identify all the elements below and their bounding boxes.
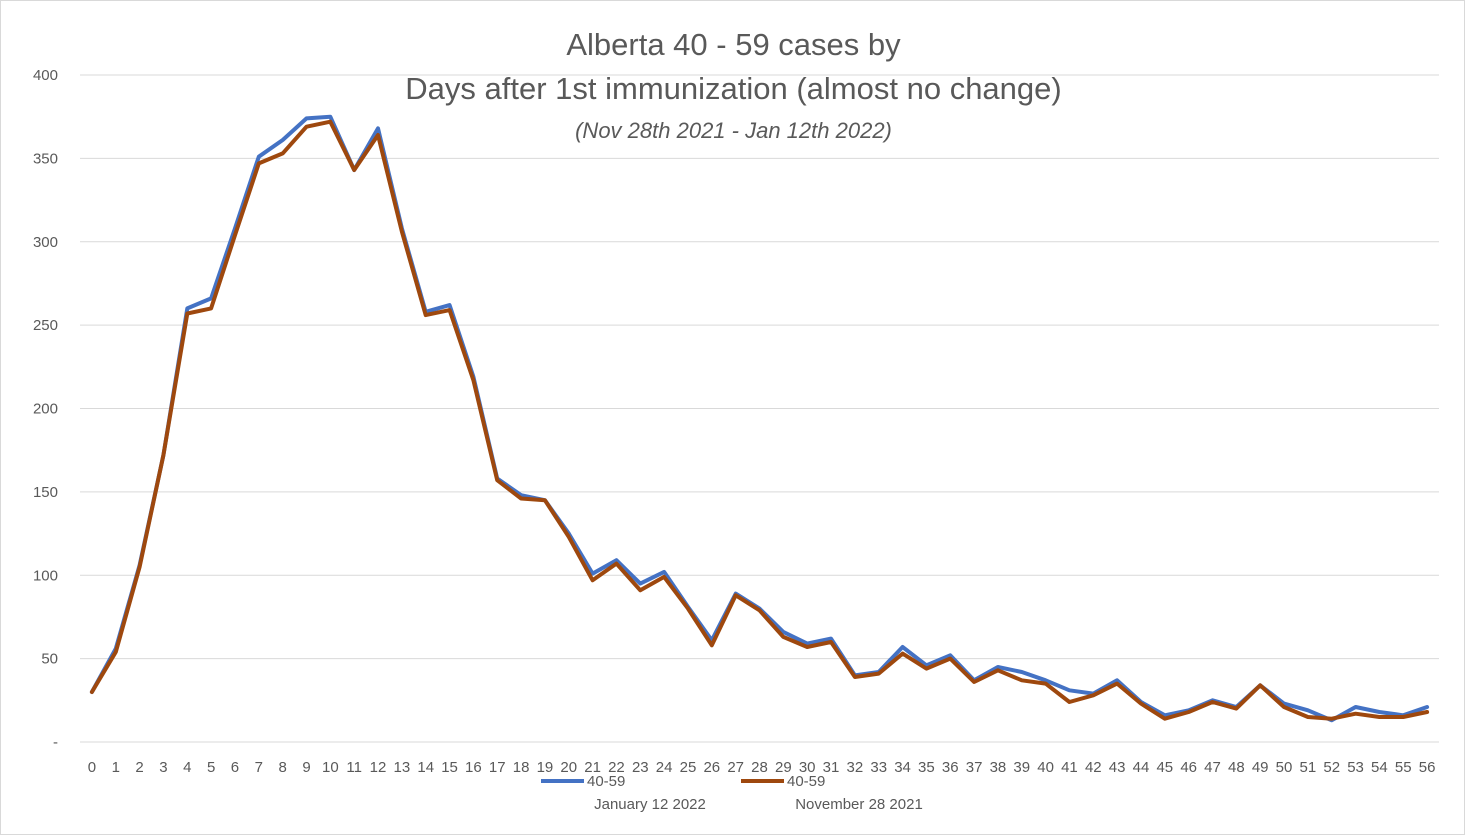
y-tick-label: 300: [33, 234, 58, 251]
x-tick-label: 53: [1347, 759, 1364, 776]
y-tick-label: 200: [33, 401, 58, 418]
x-tick-label: 31: [823, 759, 840, 776]
x-tick-label: 29: [775, 759, 792, 776]
y-axis-ticks: - 50 100 150 200 250 300 350 400: [33, 67, 58, 751]
x-tick-label: 49: [1252, 759, 1269, 776]
x-tick-label: 47: [1204, 759, 1221, 776]
x-tick-label: 3: [159, 759, 167, 776]
x-tick-label: 39: [1013, 759, 1030, 776]
x-tick-label: 24: [656, 759, 673, 776]
x-tick-label: 13: [394, 759, 411, 776]
x-tick-label: 51: [1300, 759, 1317, 776]
x-tick-label: 50: [1276, 759, 1293, 776]
x-tick-label: 34: [894, 759, 911, 776]
x-tick-label: 1: [112, 759, 120, 776]
x-tick-label: 18: [513, 759, 530, 776]
x-tick-label: 6: [231, 759, 239, 776]
x-tick-label: 12: [370, 759, 387, 776]
x-tick-label: 14: [417, 759, 434, 776]
chart-title-line-2: Days after 1st immunization (almost no c…: [405, 71, 1062, 106]
x-tick-label: 44: [1133, 759, 1150, 776]
x-tick-label: 11: [346, 759, 362, 776]
x-tick-label: 45: [1156, 759, 1173, 776]
y-tick-label: 250: [33, 317, 58, 334]
x-axis-ticks: 0 1 2 3 4 5 6 7 8 9 10 11 12 13 14 15 16 17 18 19 20 21 22 23 24…: [88, 759, 1436, 776]
y-tick-label: 50: [41, 651, 58, 668]
x-tick-label: 37: [966, 759, 983, 776]
legend-sublabel-2: November 28 2021: [795, 796, 923, 813]
x-tick-label: 30: [799, 759, 816, 776]
x-tick-label: 42: [1085, 759, 1102, 776]
x-tick-label: 8: [278, 759, 286, 776]
x-tick-label: 28: [751, 759, 768, 776]
chart-title-line-1: Alberta 40 - 59 cases by: [566, 27, 901, 62]
x-tick-label: 40: [1037, 759, 1054, 776]
x-tick-label: 48: [1228, 759, 1245, 776]
x-tick-label: 38: [990, 759, 1007, 776]
x-tick-label: 25: [680, 759, 697, 776]
chart-title-block: Alberta 40 - 59 cases by Days after 1st …: [1, 23, 1465, 151]
x-tick-label: 4: [183, 759, 191, 776]
x-tick-label: 55: [1395, 759, 1412, 776]
x-tick-label: 15: [441, 759, 458, 776]
gridlines: [80, 74, 1439, 743]
x-tick-label: 52: [1323, 759, 1340, 776]
x-tick-label: 36: [942, 759, 959, 776]
legend-label-1: 40-59: [587, 773, 625, 790]
x-tick-label: 16: [465, 759, 482, 776]
x-tick-label: 27: [727, 759, 744, 776]
x-tick-label: 32: [847, 759, 864, 776]
x-tick-label: 21: [584, 759, 601, 776]
x-tick-label: 23: [632, 759, 649, 776]
y-tick-label: 400: [33, 67, 58, 84]
x-tick-label: 9: [302, 759, 310, 776]
x-tick-label: 26: [703, 759, 720, 776]
x-tick-label: 7: [255, 759, 263, 776]
x-tick-label: 20: [560, 759, 577, 776]
x-tick-label: 46: [1180, 759, 1197, 776]
legend-label-2: 40-59: [787, 773, 825, 790]
x-tick-label: 19: [537, 759, 554, 776]
series-lines: [89, 114, 1430, 723]
x-tick-label: 0: [88, 759, 96, 776]
x-tick-label: 41: [1061, 759, 1078, 776]
x-tick-label: 54: [1371, 759, 1388, 776]
chart-subtitle: (Nov 28th 2021 - Jan 12th 2022): [575, 118, 892, 143]
y-tick-label: 100: [33, 567, 58, 584]
x-tick-label: 5: [207, 759, 215, 776]
y-tick-label: -: [53, 734, 58, 751]
y-tick-label: 350: [33, 150, 58, 167]
x-tick-label: 17: [489, 759, 506, 776]
legend: 40-59 January 12 2022 40-59 November 28 202…: [541, 773, 923, 813]
x-tick-label: 2: [135, 759, 143, 776]
x-tick-label: 10: [322, 759, 339, 776]
y-tick-label: 150: [33, 484, 58, 501]
series-line-2: [89, 119, 1430, 721]
x-tick-label: 35: [918, 759, 935, 776]
x-tick-label: 43: [1109, 759, 1126, 776]
x-tick-label: 33: [870, 759, 887, 776]
legend-sublabel-1: January 12 2022: [594, 796, 706, 813]
series-line-1: [89, 114, 1430, 723]
x-tick-label: 22: [608, 759, 625, 776]
x-tick-label: 56: [1419, 759, 1436, 776]
